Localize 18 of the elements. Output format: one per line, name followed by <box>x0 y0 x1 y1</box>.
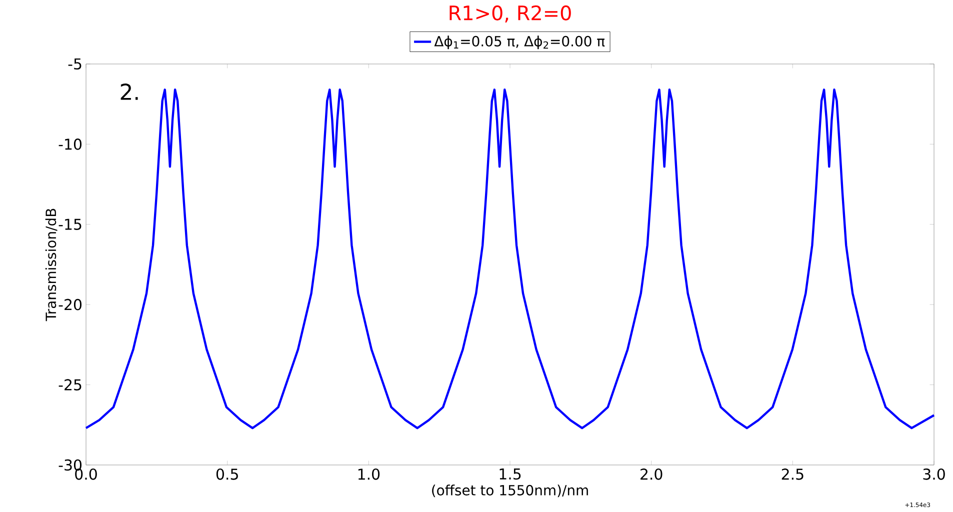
y-tick-label: -10 <box>58 138 82 150</box>
x-tick-label: 2.0 <box>640 468 662 480</box>
chart-title: R1>0, R2=0 <box>450 5 571 22</box>
y-axis-title: Transmission/dB <box>45 208 58 322</box>
y-tick-label: -15 <box>58 218 82 230</box>
x-tick-label: 3.0 <box>923 468 945 480</box>
y-tick-label: -20 <box>58 298 82 310</box>
legend-label: Δϕ$_{1}$=0.05 π, Δϕ$_{2}$=0.00 π <box>434 36 605 50</box>
annotation: 2. <box>120 84 138 100</box>
y-tick-label: -5 <box>68 58 82 70</box>
x-tick-label: 0.5 <box>216 468 238 480</box>
x-tick-label: 1.0 <box>358 468 380 480</box>
x-tick-label: 1.5 <box>500 468 521 480</box>
y-tick-label: -25 <box>58 379 82 390</box>
x-axis-title: (offset to 1550nm)/nm <box>432 484 588 498</box>
x-tick-label: 2.5 <box>782 468 804 480</box>
x-tick-label: 0.0 <box>75 468 97 480</box>
y-tick-label: -30 <box>58 459 82 471</box>
